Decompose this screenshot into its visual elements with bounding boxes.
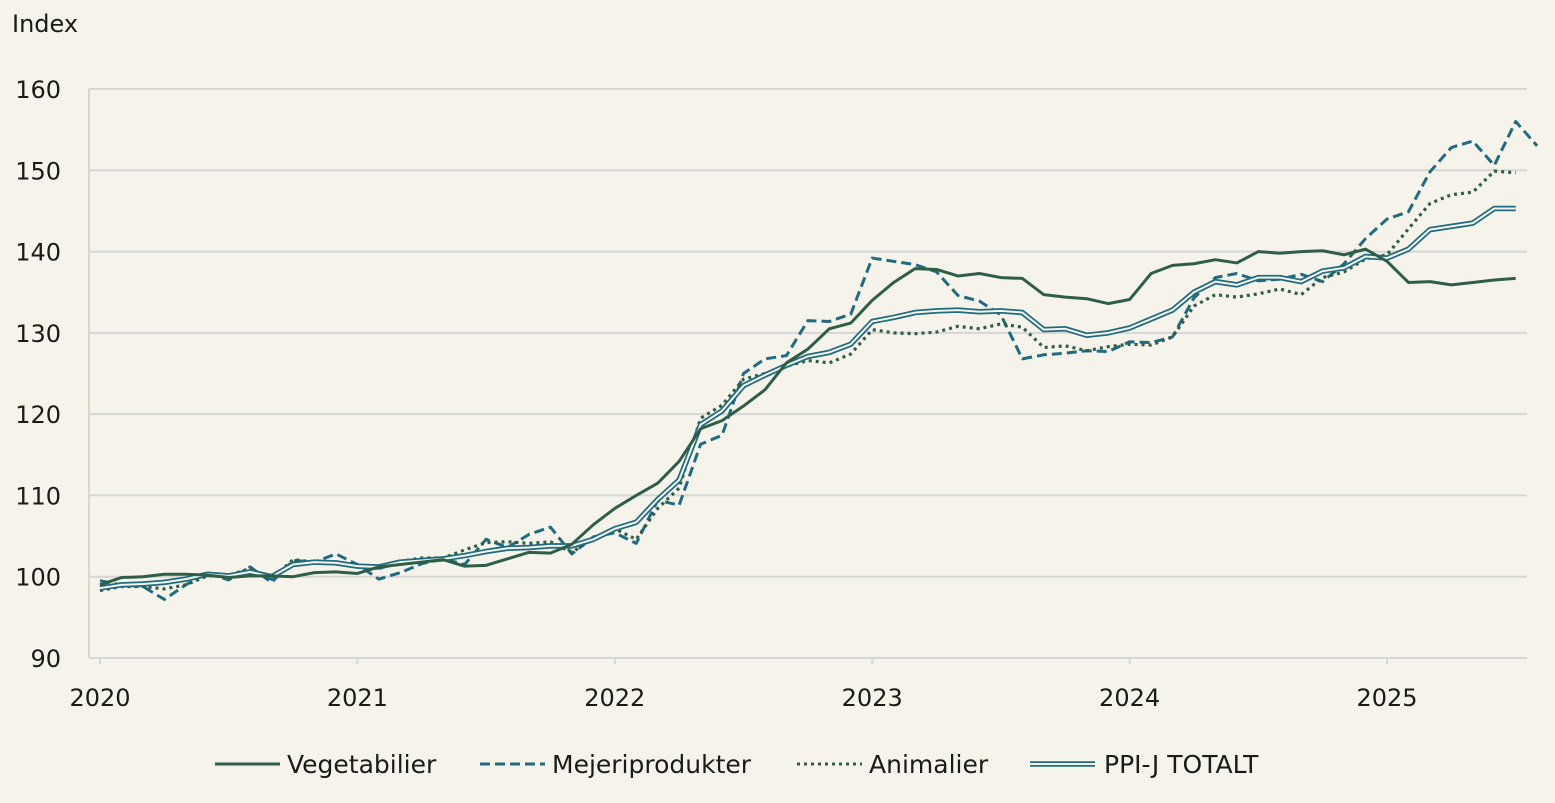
series-line xyxy=(99,120,1539,601)
x-tick-label: 2025 xyxy=(1356,684,1417,712)
y-tick-label: 100 xyxy=(15,564,61,592)
x-tick-label: 2021 xyxy=(327,684,388,712)
y-axis-title: Index xyxy=(12,10,78,38)
y-tick-label: 160 xyxy=(15,76,61,104)
y-tick-label: 120 xyxy=(15,401,61,429)
series-line-inner xyxy=(99,207,1516,590)
x-tick-label: 2023 xyxy=(842,684,903,712)
series-lines xyxy=(99,120,1539,601)
series-line xyxy=(99,247,1516,587)
legend-label: Vegetabilier xyxy=(287,750,437,779)
y-tick-label: 140 xyxy=(15,239,61,267)
x-tick-label: 2022 xyxy=(584,684,645,712)
grid-lines xyxy=(88,88,1527,664)
legend-item: Animalier xyxy=(797,750,989,779)
series-mejeriprodukter xyxy=(99,120,1539,601)
series-animalier xyxy=(99,169,1516,593)
legend-item: Mejeriprodukter xyxy=(480,750,752,779)
series-vegetabilier xyxy=(99,247,1516,587)
x-tick-label: 2020 xyxy=(69,684,130,712)
series-line xyxy=(99,169,1516,593)
legend-label: Animalier xyxy=(869,750,989,779)
series-line-outer xyxy=(99,205,1516,591)
legend-item: Vegetabilier xyxy=(215,750,437,779)
x-tick-label: 2024 xyxy=(1099,684,1160,712)
legend: Vegetabilier Mejeriprodukter Animalier PPI-… xyxy=(215,750,1259,779)
legend-item: PPI-J TOTALT xyxy=(1030,750,1259,779)
x-tick-labels: 2020 2021 2022 2023 2024 2025 xyxy=(69,684,1417,712)
legend-label: PPI-J TOTALT xyxy=(1104,750,1259,779)
legend-label: Mejeriprodukter xyxy=(552,750,752,779)
y-tick-labels: 90 100 110 120 130 140 150 160 xyxy=(15,76,61,673)
y-tick-label: 110 xyxy=(15,482,61,510)
series-ppi-j-totalt xyxy=(99,205,1516,591)
y-tick-label: 150 xyxy=(15,157,61,185)
y-tick-label: 130 xyxy=(15,320,61,348)
y-tick-label: 90 xyxy=(30,645,61,673)
